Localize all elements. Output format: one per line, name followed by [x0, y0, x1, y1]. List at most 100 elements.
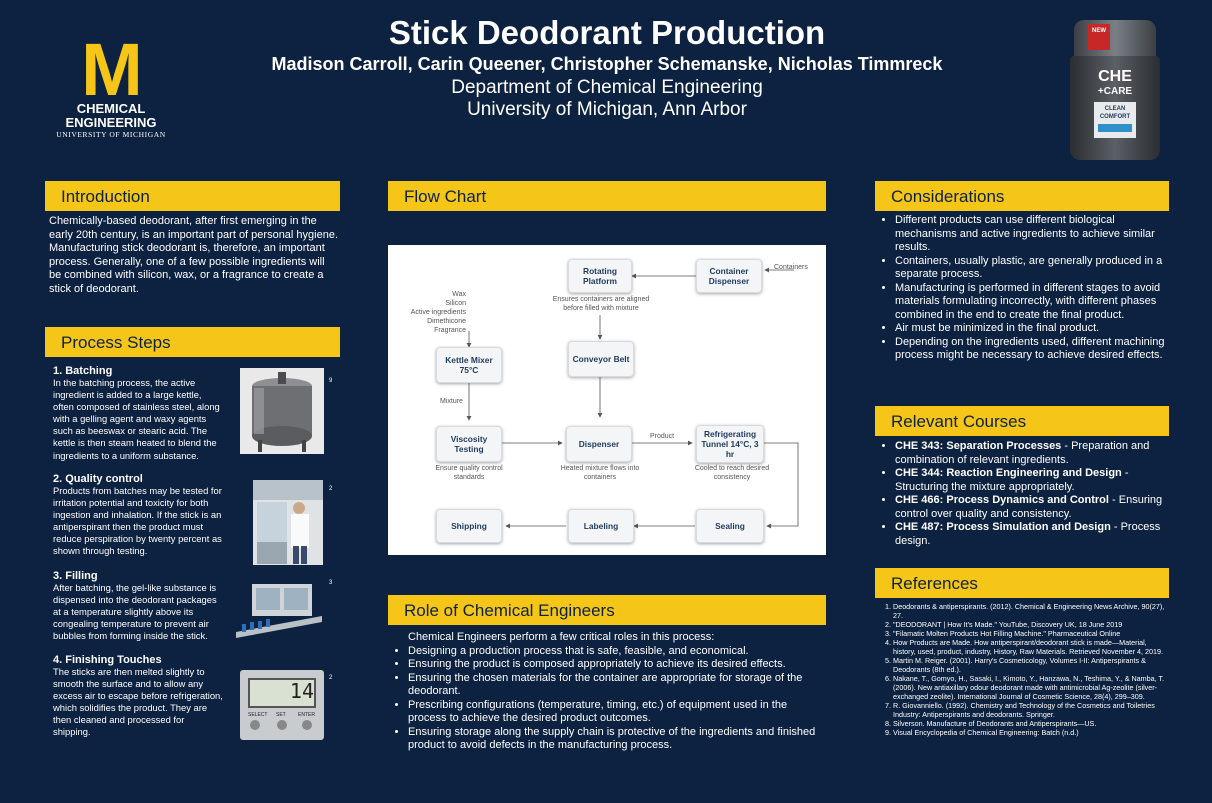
flow-box-rotating-platform: Rotating Platform — [568, 259, 632, 293]
courses-heading: Relevant Courses — [875, 406, 1169, 436]
poster-authors: Madison Carroll, Carin Queener, Christop… — [271, 54, 943, 74]
course-name: CHE 343: Separation Processes — [895, 440, 1062, 452]
role-item: Prescribing configurations (temperature,… — [408, 699, 826, 726]
flow-box-container-dispenser: Container Dispenser — [696, 259, 762, 293]
flow-box-dispenser: Dispenser — [566, 426, 632, 462]
display-reading: 14 — [289, 679, 314, 703]
flow-box-shipping: Shipping — [436, 509, 502, 543]
reference-item: "DEODORANT | How It's Made." YouTube, Di… — [893, 620, 1167, 629]
considerations-section: Different products can use different bio… — [877, 214, 1169, 363]
filling-machine-photo — [234, 580, 324, 642]
deodorant-cap — [1074, 20, 1156, 60]
deodorant-brand: CHE — [1098, 68, 1132, 85]
poster-university: University of Michigan, Ann Arbor — [467, 99, 747, 120]
process-step-quality-control: 2. Quality control Products from batches… — [53, 473, 223, 558]
deodorant-label-panel — [1094, 102, 1136, 138]
consideration-item: Depending on the ingredients used, diffe… — [895, 336, 1169, 363]
course-name: CHE 487: Process Simulation and Design — [895, 521, 1111, 533]
step-title: 4. Finishing Touches — [53, 654, 162, 666]
flow-label-quality: Ensure quality control standards — [435, 465, 503, 481]
poster-header: Stick Deodorant Production Madison Carro… — [200, 14, 1014, 121]
deodorant-label1: CLEAN — [1104, 106, 1126, 112]
step-text: After batching, the gel-like substance i… — [53, 582, 217, 642]
poster-title: Stick Deodorant Production — [388, 14, 826, 51]
filling-ref: 3 — [329, 580, 333, 586]
consideration-item: Air must be minimized in the final produ… — [895, 322, 1169, 336]
reference-item: Deodorants & antiperspirants. (2012). Ch… — [893, 602, 1167, 620]
course-desc: - Process design. — [895, 521, 1161, 547]
process-steps-heading: Process Steps — [45, 327, 340, 357]
quality-lab-photo — [253, 480, 323, 565]
flow-box-labeling: Labeling — [568, 509, 634, 543]
finishing-ref: 2 — [329, 675, 333, 681]
flow-label-align: Ensures containers are aligned before fi… — [552, 296, 650, 312]
flow-label-containers: Containers — [774, 264, 808, 271]
considerations-heading: Considerations — [875, 181, 1169, 211]
step-title: 2. Quality control — [53, 473, 143, 485]
consideration-item: Containers, usually plastic, are general… — [895, 255, 1169, 282]
flow-label-mixture: Mixture — [440, 398, 463, 405]
role-section: Chemical Engineers perform a few critica… — [390, 631, 826, 753]
button-dot — [250, 720, 260, 730]
logo-line-chemical: CHEMICAL — [76, 101, 146, 116]
logo-line-university: UNIVERSITY OF MICHIGAN — [56, 130, 166, 139]
flow-chart-heading: Flow Chart — [388, 181, 826, 211]
display-button-set: SET — [276, 712, 286, 718]
introduction-text: Chemically-based deodorant, after first … — [49, 215, 339, 295]
process-step-batching: 1. Batching In the batching process, the… — [53, 365, 223, 462]
consideration-item: Manufacturing is performed in different … — [895, 282, 1169, 323]
process-step-finishing: 4. Finishing Touches The sticks are then… — [53, 654, 223, 739]
step-text: In the batching process, the active ingr… — [53, 377, 220, 461]
course-desc: - Structuring the mixture appropriately. — [895, 467, 1129, 493]
consideration-item: Different products can use different bio… — [895, 214, 1169, 255]
flow-label-ingredients: Wax Silicon Active ingredients Dimethico… — [388, 290, 466, 335]
block-m-logo: M — [81, 28, 143, 111]
flow-label-product: Product — [650, 433, 675, 440]
course-desc: - Preparation and combination of relevan… — [895, 440, 1150, 466]
reference-item: "Filamatic Molten Products Hot Filling M… — [893, 629, 1167, 638]
role-item: Ensuring storage along the supply chain … — [408, 726, 826, 753]
course-item: CHE 466: Process Dynamics and Control - … — [895, 494, 1169, 521]
course-item: CHE 487: Process Simulation and Design -… — [895, 521, 1169, 548]
course-desc: - Ensuring control over quality and cons… — [895, 494, 1163, 520]
kettle-ref: 9 — [329, 378, 333, 384]
display-button-enter: ENTER — [298, 712, 315, 718]
flow-box-viscosity-testing: Viscosity Testing — [436, 426, 502, 462]
role-item: Designing a production process that is s… — [408, 645, 826, 659]
flow-label-heated: Heated mixture flows into containers — [560, 465, 640, 481]
display-button-select: SELECT — [248, 712, 268, 718]
courses-section: CHE 343: Separation Processes - Preparat… — [877, 440, 1169, 548]
course-name: CHE 466: Process Dynamics and Control — [895, 494, 1109, 506]
logo-line-engineering: ENGINEERING — [65, 115, 157, 130]
reference-item: Nakane, T., Gomyo, H., Sasaki, I., Kimot… — [893, 674, 1167, 701]
references-heading: References — [875, 568, 1169, 598]
flow-chart-diagram: Rotating Platform Container Dispenser Ke… — [388, 245, 826, 555]
display-screen — [248, 678, 316, 708]
deodorant-label-stripe — [1098, 124, 1132, 132]
flow-box-conveyor-belt: Conveyor Belt — [568, 341, 634, 377]
kettle-mixer-photo — [240, 368, 324, 454]
flow-label-cooled: Cooled to reach desired consistency — [694, 465, 770, 481]
button-dot — [277, 720, 287, 730]
references-section: Deodorants & antiperspirants. (2012). Ch… — [877, 602, 1167, 737]
ingredient-wax: Wax — [452, 291, 466, 298]
step-text: Products from batches may be tested for … — [53, 485, 222, 557]
step-text: The sticks are then melted slightly to s… — [53, 666, 223, 738]
reference-item: R. Giovanniello. (1992). Chemistry and T… — [893, 701, 1167, 719]
role-item: Ensuring the chosen materials for the co… — [408, 672, 826, 699]
deodorant-label2: COMFORT — [1099, 114, 1131, 120]
deodorant-label-top: NEW — [1092, 28, 1106, 34]
role-item: Ensuring the product is composed appropr… — [408, 658, 826, 672]
ingredient-silicon: Silicon — [445, 300, 466, 307]
ingredient-dimethicone: Dimethicone — [427, 318, 466, 325]
quality-ref: 2 — [329, 486, 333, 492]
introduction-heading: Introduction — [45, 181, 340, 211]
flow-box-kettle-mixer: Kettle Mixer 75°C — [436, 347, 502, 383]
deodorant-sub: +CARE — [1097, 86, 1133, 97]
process-step-filling: 3. Filling After batching, the gel-like … — [53, 570, 225, 642]
poster-department: Department of Chemical Engineering — [451, 77, 763, 98]
button-dot — [302, 720, 312, 730]
ingredient-active: Active ingredients — [410, 309, 466, 316]
flow-box-refrigerating-tunnel: Refrigerating Tunnel 14°C, 3 hr — [696, 425, 764, 463]
course-item: CHE 344: Reaction Engineering and Design… — [895, 467, 1169, 494]
